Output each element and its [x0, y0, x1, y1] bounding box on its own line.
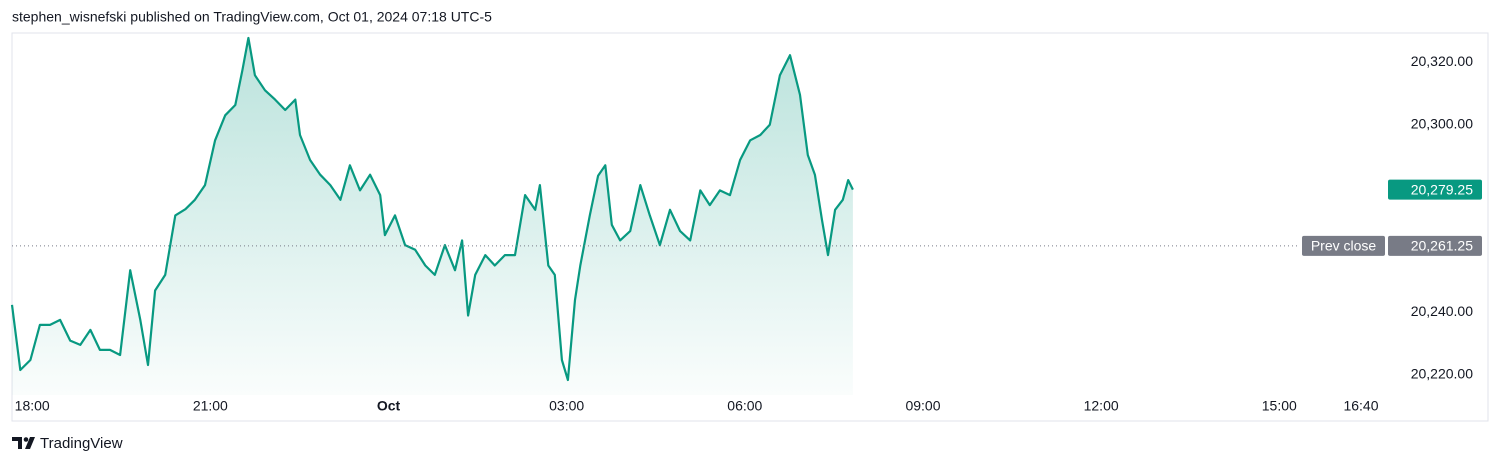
last-price-label: 20,279.25: [1411, 181, 1473, 197]
x-tick-label: Oct: [377, 398, 401, 414]
y-tick-label: 20,240.00: [1411, 303, 1473, 319]
area: [12, 38, 853, 395]
prev-close-label: 20,261.25: [1411, 238, 1473, 254]
last-price-box: [1388, 179, 1482, 200]
x-tick-label: 21:00: [193, 398, 228, 414]
chart-frame: [11, 32, 1489, 422]
y-tick-label: 20,300.00: [1411, 115, 1473, 131]
x-tick-label: 16:40: [1343, 398, 1378, 414]
brand-logo: [12, 437, 35, 449]
prev-close-box: [1388, 235, 1482, 256]
x-tick-label: 18:00: [15, 398, 50, 414]
prev-close-name: Prev close: [1311, 238, 1377, 254]
attribution: stephen_wisnefski published on TradingVi…: [12, 9, 492, 25]
x-tick-label: 06:00: [727, 398, 762, 414]
prev-close-tag: [1302, 235, 1385, 256]
x-tick-label: 15:00: [1262, 398, 1297, 414]
price-line: [10, 36, 854, 382]
y-tick-label: 20,220.00: [1411, 366, 1473, 382]
x-tick-label: 09:00: [905, 398, 940, 414]
y-tick-label: 20,320.00: [1411, 53, 1473, 69]
x-tick-label: 12:00: [1084, 398, 1119, 414]
brand: TradingView: [40, 435, 123, 452]
x-tick-label: 03:00: [549, 398, 584, 414]
